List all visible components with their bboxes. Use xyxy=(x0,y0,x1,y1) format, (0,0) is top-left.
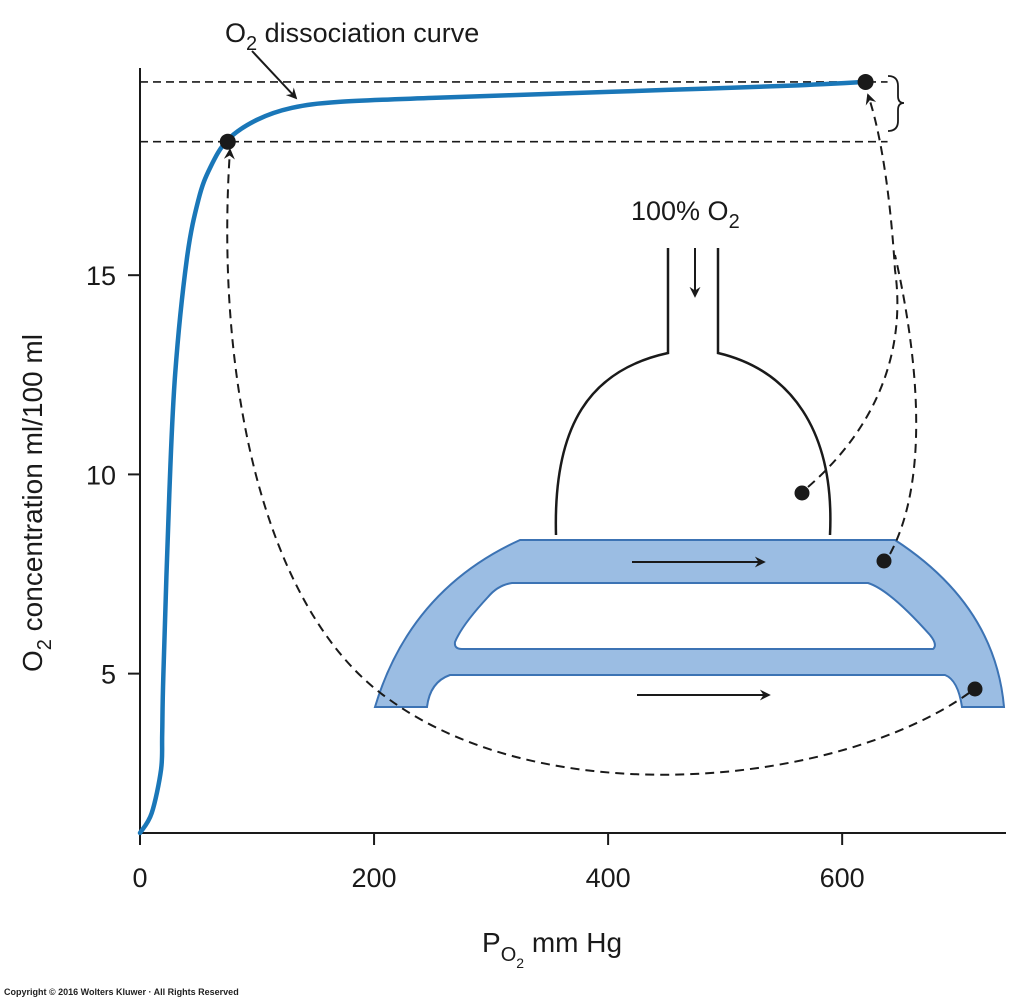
connector-curves xyxy=(223,93,970,776)
curve-label: O2 dissociation curve xyxy=(225,18,479,55)
copyright-notice: Copyright © 2016 Wolters Kluwer · All Ri… xyxy=(4,987,239,997)
x-tick-label-600: 600 xyxy=(820,863,865,893)
y-axis-label: O2 concentration ml/100 ml xyxy=(17,334,56,672)
alveolar-gas-dot xyxy=(794,485,810,501)
chart-area: 0 200 400 600 5 10 15 xyxy=(86,68,1006,893)
y-tick-label-10: 10 xyxy=(86,460,116,490)
pure-o2-point xyxy=(857,73,874,90)
series-line-1 xyxy=(137,79,868,836)
lung-schematic: 100% O2 xyxy=(373,196,1006,708)
alveolus-outline xyxy=(554,248,832,536)
y-tick-label-5: 5 xyxy=(101,660,116,690)
end-capillary-dot xyxy=(876,553,892,569)
blood-vessel-shape xyxy=(373,539,1006,708)
difference-brace xyxy=(887,75,905,132)
x-tick-label-0: 0 xyxy=(132,863,147,893)
x-tick-label-200: 200 xyxy=(352,863,397,893)
x-tick-label-400: 400 xyxy=(586,863,631,893)
connector-from-capillary xyxy=(889,254,918,555)
curve-label-arrow xyxy=(251,50,298,100)
connector-mixed-to-arterial xyxy=(223,148,970,776)
x-axis-label: PO2 mm Hg xyxy=(482,927,622,971)
mixed-blood-dot xyxy=(967,681,983,697)
y-tick-label-15: 15 xyxy=(86,261,116,291)
arterial-point xyxy=(219,133,236,150)
connector-alveolus-to-top xyxy=(807,93,899,488)
gas-label: 100% O2 xyxy=(631,196,740,233)
